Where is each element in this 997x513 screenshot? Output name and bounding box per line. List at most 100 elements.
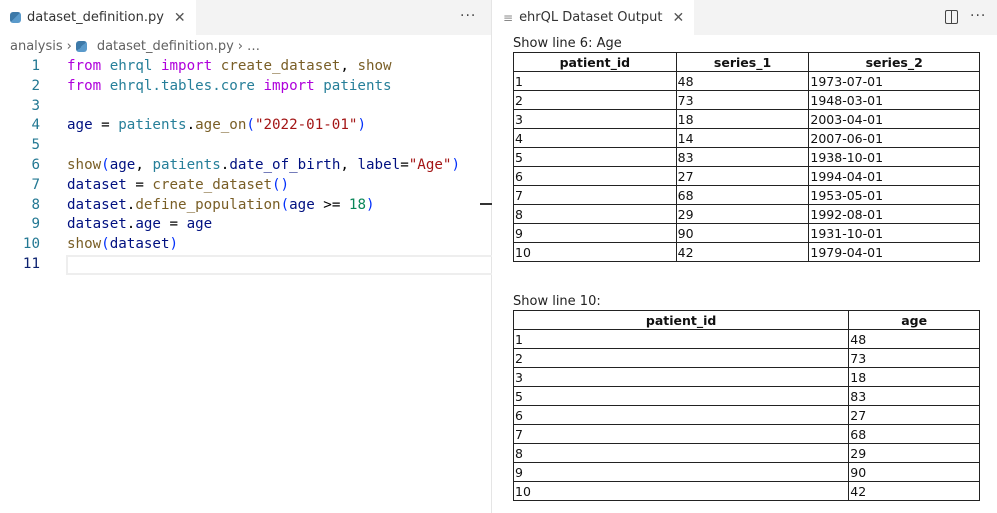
table-cell: 2 [513,90,677,110]
code-token: date_of_birth [229,156,341,173]
table-cell: 1994-04-01 [808,166,980,186]
code-token: ehrql [101,58,161,74]
table-row: 10 42 [512,481,980,501]
table-cell: 7 [512,424,850,444]
python-icon [75,40,87,52]
tab-dataset-output[interactable]: ≡ ehrQL Dataset Output ✕ [493,0,696,35]
code-text: from ehrql.tables.core import patients [67,77,392,97]
code-token: age [289,196,315,213]
split-editor-icon[interactable] [945,10,958,24]
code-token: . [126,196,136,213]
line-number: 4 [31,117,40,134]
table-row: 2 73 1948-03-01 [513,90,980,110]
table-cell: 2007-06-01 [808,128,980,148]
code-line[interactable]: 5 [0,136,492,156]
column-header: patient_id [513,52,677,72]
code-token: create_dataset [152,176,273,193]
output-table-line-10: patient_id age 1 48 2 73 3 18 5 83 6 27 7 68 8 29 9 90 10 4… [512,310,980,501]
table-row: 8 29 1992-08-01 [513,204,980,224]
code-line[interactable]: 4 age = patients.age_on("2022-01-01") [0,116,492,136]
breadcrumb-folder[interactable]: analysis [10,38,63,54]
output-pane: ≡ ehrQL Dataset Output ✕ ··· Show line 6… [493,0,997,513]
table-cell: 68 [848,424,980,444]
code-token: = [92,117,119,134]
breadcrumb: analysis › dataset_definition.py › … [0,35,491,57]
table-cell: 1 [513,71,677,91]
table-cell: 48 [848,329,980,349]
table-cell: 1948-03-01 [808,90,980,110]
code-token: . [126,216,136,233]
scrollbar-marker [480,203,492,205]
code-line[interactable]: 7 dataset = create_dataset() [0,176,492,196]
code-token: patients [314,77,392,94]
table-cell: 90 [675,223,810,243]
code-text: age = patients.age_on("2022-01-01") [67,116,366,136]
output-table-line-6: patient_id series_1 series_2 1 48 1973-07-01 2… [513,52,980,262]
code-line[interactable]: 1 from ehrql import create_dataset, show [0,57,492,77]
code-token: patients [118,117,187,134]
code-token: age [186,216,213,233]
code-token: = [400,156,409,173]
code-line[interactable]: 6 show(age, patients.date_of_birth, label… [0,156,492,176]
code-line[interactable]: 2 from ehrql.tables.core import patients [0,77,492,97]
code-token: ) [357,117,366,134]
more-actions-icon[interactable]: ··· [970,8,987,24]
editor-tab-bar: dataset_definition.py ✕ ··· [0,0,491,35]
code-token: ( [101,156,110,173]
breadcrumb-symbol[interactable]: … [246,38,260,54]
code-token: from [67,58,102,74]
breadcrumb-file[interactable]: dataset_definition.py [96,38,234,54]
code-line[interactable]: 11 [0,254,492,275]
code-token: label [357,156,401,173]
line-number: 8 [31,196,40,213]
table-cell: 1992-08-01 [808,204,980,224]
table-row: 3 18 [512,367,980,387]
table-cell: 90 [848,462,980,482]
column-header: age [848,310,980,330]
close-icon[interactable]: ✕ [672,9,685,26]
code-line[interactable]: 3 [0,97,492,117]
code-token: ehrql.tables.core [101,77,264,94]
current-line-highlight [66,254,492,275]
code-token: patients [152,156,221,173]
table-row: 1 48 1973-07-01 [513,71,980,91]
table-cell: 6 [513,166,677,186]
more-actions-icon[interactable]: ··· [460,8,477,24]
table-cell: 1 [512,329,850,349]
code-token: "2022-01-01" [254,117,358,134]
code-token: age [135,216,161,233]
table-cell: 73 [675,90,810,110]
code-text: dataset.age = age [67,215,212,235]
table-header-row: patient_id series_1 series_2 [513,52,980,72]
table-row: 3 18 2003-04-01 [513,109,980,129]
code-text: dataset = create_dataset() [67,176,289,196]
line-number: 11 [22,255,40,272]
code-line[interactable]: 8 dataset.define_population(age >= 18) [0,196,492,216]
code-token: ( [101,236,110,253]
table-cell: 83 [675,147,810,167]
table-cell: 3 [512,367,850,387]
code-token: import [160,58,213,74]
table-cell: 1953-05-01 [808,185,980,205]
line-number: 9 [31,216,40,233]
code-text: show(dataset) [67,235,178,255]
close-icon[interactable]: ✕ [173,9,186,26]
table-cell: 42 [848,481,980,501]
line-number: 7 [31,176,40,193]
table1-title: Show line 6: Age [513,36,622,51]
code-editor[interactable]: 1 from ehrql import create_dataset, show 2… [0,57,492,275]
table-cell: 18 [848,367,980,387]
table-cell: 3 [513,109,677,129]
code-token: ) [366,196,375,213]
code-line[interactable]: 10 show(dataset) [0,235,492,255]
code-token: . [186,117,196,134]
table-cell: 27 [675,166,810,186]
chevron-right-icon: › [237,38,243,54]
code-line[interactable]: 9 dataset.age = age [0,215,492,235]
code-token: , [340,58,358,74]
tab-dataset-definition[interactable]: dataset_definition.py ✕ [0,0,197,35]
table-row: 2 73 [512,348,980,368]
code-text: from ehrql import create_dataset, show [67,57,392,77]
table-cell: 73 [848,348,980,368]
code-token: define_population [135,196,281,213]
